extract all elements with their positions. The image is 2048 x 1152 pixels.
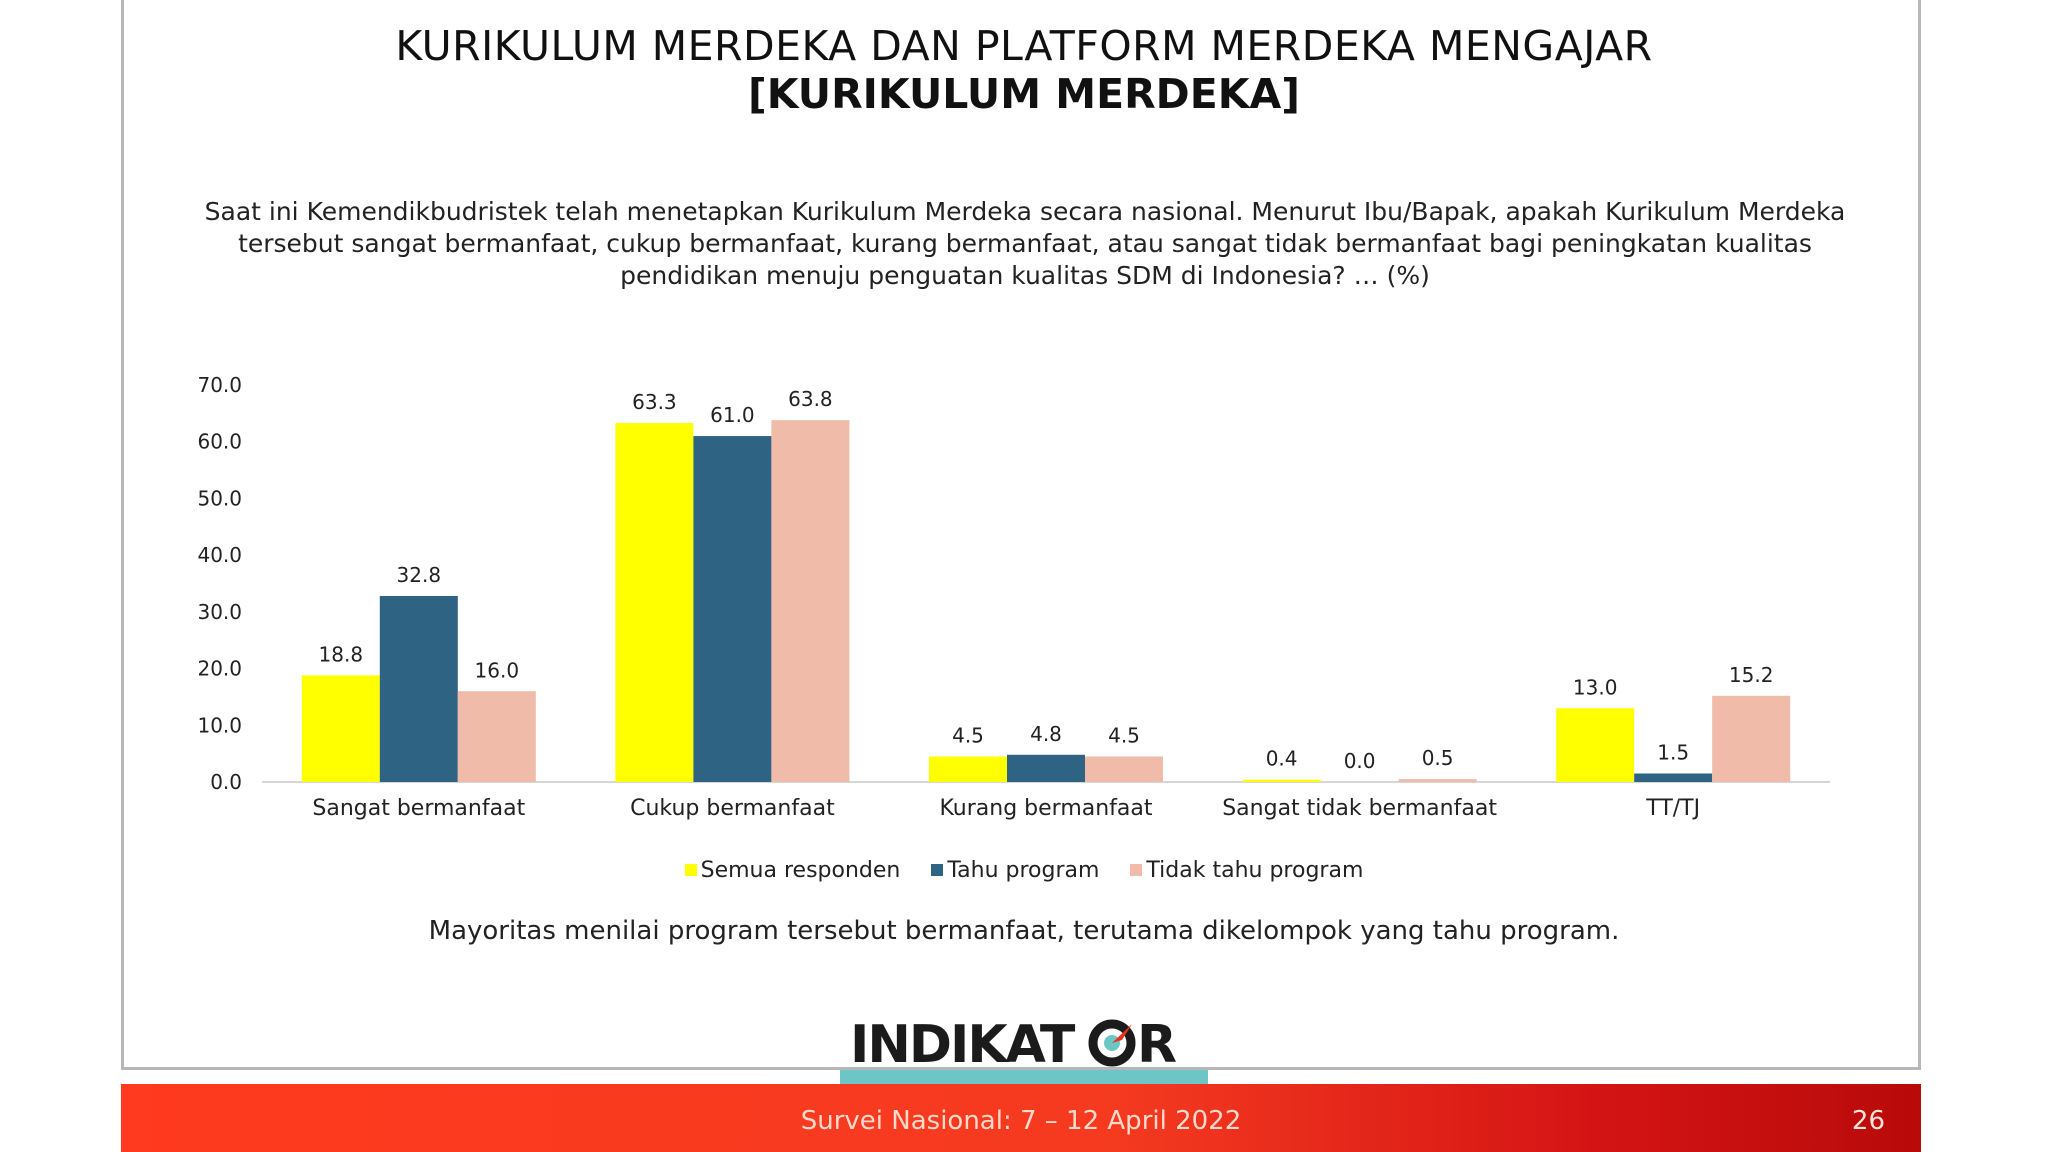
- legend-item-tidak-tahu: Tidak tahu program: [1130, 858, 1363, 883]
- survey-question: Saat ini Kemendikbudristek telah menetap…: [204, 197, 1846, 290]
- bar-chart: 0.0 10.0 20.0 30.0 40.0 50.0 60.0 70.0 18.8 32.8 1…: [197, 373, 1830, 821]
- legend-item-semua: Semua responden: [684, 858, 901, 883]
- bar: [457, 691, 536, 782]
- y-tick-label: 40.0: [197, 543, 242, 567]
- indikator-logo: INDIKAT R: [850, 1010, 1190, 1075]
- bar-value-label: 0.4: [1266, 747, 1298, 771]
- bar: [1242, 779, 1321, 782]
- bar: [615, 422, 694, 782]
- bar: [379, 595, 458, 782]
- slide-frame: [121, 0, 1921, 1070]
- legend-label-tahu: Tahu program: [947, 858, 1100, 883]
- legend-label-tidak-tahu: Tidak tahu program: [1146, 858, 1364, 883]
- x-category-label: TT/TJ: [1645, 796, 1700, 821]
- legend-swatch-semua: [684, 864, 697, 876]
- y-tick-label: 60.0: [197, 430, 242, 454]
- footer-survey-date: Survei Nasional: 7 – 12 April 2022: [800, 1106, 1242, 1136]
- slide-subtitle: [KURIKULUM MERDEKA]: [748, 70, 1300, 118]
- legend-swatch-tahu: [931, 864, 944, 876]
- svg-text:R: R: [1137, 1015, 1177, 1070]
- bar-value-label: 32.8: [397, 563, 442, 587]
- bar-value-label: 63.8: [788, 387, 833, 411]
- bar: [1007, 754, 1085, 782]
- bar: [771, 420, 850, 782]
- bar-value-label: 16.0: [475, 658, 520, 682]
- chart-note: Mayoritas menilai program tersebut berma…: [428, 916, 1620, 946]
- bar-value-label: 4.5: [952, 723, 984, 747]
- bar: [1712, 695, 1791, 782]
- x-category-label: Kurang bermanfaat: [939, 796, 1152, 821]
- bar-value-label: 13.0: [1573, 675, 1618, 699]
- legend-item-tahu: Tahu program: [931, 858, 1099, 883]
- bar: [1085, 756, 1163, 782]
- bar-value-label: 61.0: [710, 403, 755, 427]
- y-tick-label: 20.0: [197, 657, 242, 681]
- slide-title: KURIKULUM MERDEKA DAN PLATFORM MERDEKA M…: [395, 22, 1653, 70]
- bar: [1556, 708, 1635, 782]
- x-category-label: Cukup bermanfaat: [630, 796, 835, 821]
- bar-value-label: 18.8: [319, 642, 364, 666]
- bar: [301, 675, 380, 782]
- bar-value-label: 4.8: [1030, 722, 1062, 746]
- footer-bar: Survei Nasional: 7 – 12 April 2022 26: [121, 1084, 1921, 1152]
- bar: [693, 436, 772, 782]
- y-tick-label: 0.0: [210, 770, 242, 794]
- y-tick-label: 10.0: [197, 713, 242, 737]
- bar-value-label: 1.5: [1657, 740, 1689, 764]
- page-number: 26: [1851, 1106, 1885, 1136]
- chart-legend: Semua responden Tahu program Tidak tahu …: [0, 858, 2048, 883]
- y-tick-label: 50.0: [197, 486, 242, 510]
- y-tick-label: 30.0: [197, 600, 242, 624]
- bar-value-label: 0.5: [1422, 746, 1454, 770]
- bar: [929, 756, 1007, 782]
- legend-label-semua: Semua responden: [700, 858, 901, 883]
- legend-swatch-tidak-tahu: [1130, 864, 1143, 876]
- x-category-label: Sangat tidak bermanfaat: [1222, 796, 1497, 821]
- y-tick-label: 70.0: [197, 373, 242, 397]
- bar: [1634, 773, 1713, 782]
- bar-value-label: 63.3: [632, 390, 677, 414]
- svg-text:INDIKAT: INDIKAT: [850, 1015, 1076, 1070]
- bar-value-label: 0.0: [1344, 749, 1376, 773]
- bar-value-label: 15.2: [1729, 663, 1774, 687]
- bar-value-label: 4.5: [1108, 723, 1140, 747]
- indikator-logo-mark: INDIKAT R: [850, 1015, 1177, 1075]
- x-category-label: Sangat bermanfaat: [312, 796, 525, 821]
- bar: [1398, 779, 1477, 782]
